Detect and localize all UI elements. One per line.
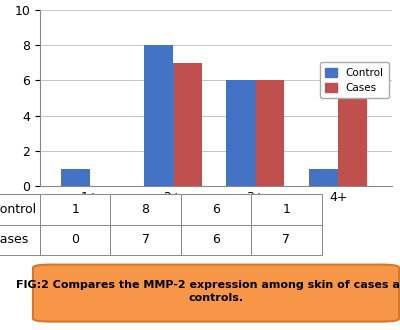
Bar bbox=[309, 169, 338, 186]
Bar bbox=[144, 45, 172, 186]
Text: FIG:2 Compares the MMP-2 expression among skin of cases and
controls.: FIG:2 Compares the MMP-2 expression amon… bbox=[16, 280, 400, 304]
Bar bbox=[226, 81, 255, 186]
FancyBboxPatch shape bbox=[33, 265, 399, 321]
Bar bbox=[338, 63, 367, 186]
Legend: Control, Cases: Control, Cases bbox=[320, 62, 389, 98]
Bar bbox=[255, 81, 284, 186]
Bar bbox=[61, 169, 90, 186]
Bar bbox=[172, 63, 202, 186]
